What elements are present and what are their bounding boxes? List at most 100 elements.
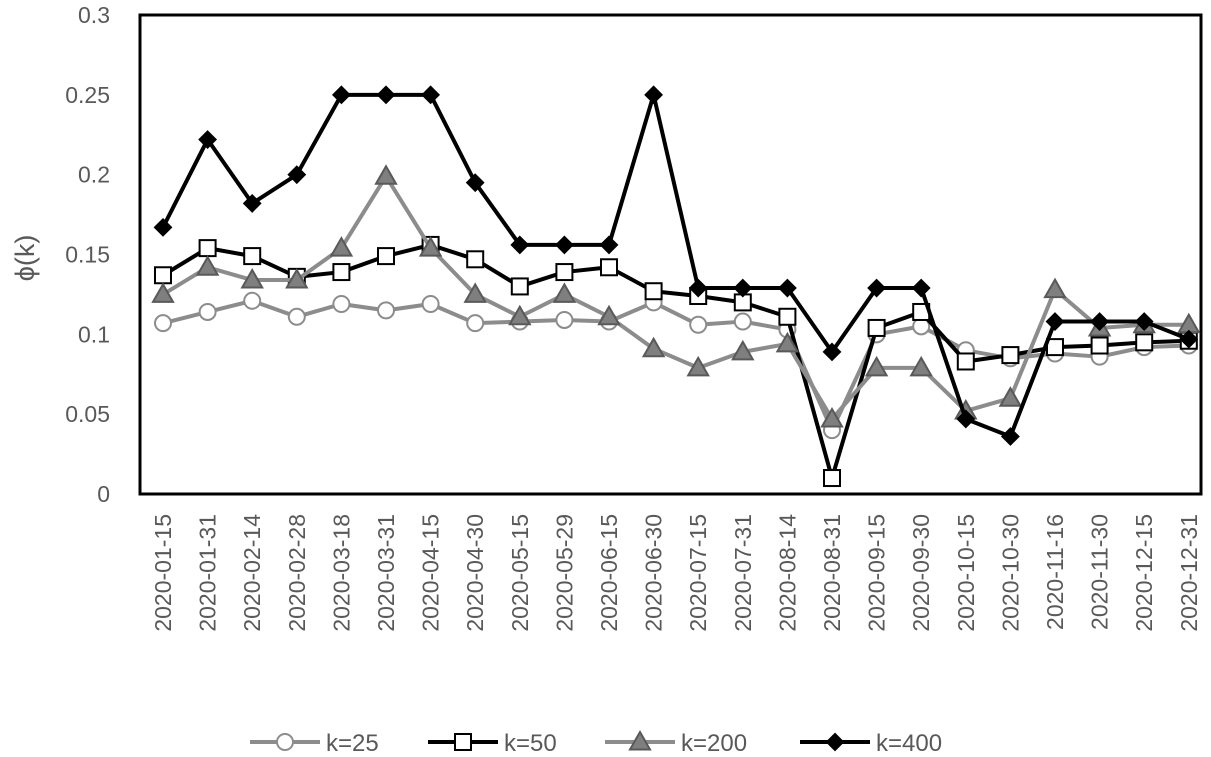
- data-point: [597, 304, 621, 326]
- x-tick-label: 2020-12-15: [1131, 514, 1157, 632]
- data-point: [1000, 427, 1020, 446]
- data-point: [867, 318, 886, 337]
- legend-label: k=25: [326, 730, 379, 757]
- data-point: [956, 352, 975, 371]
- data-point: [508, 304, 532, 326]
- x-tick-label: 2020-04-15: [418, 514, 444, 632]
- data-point: [555, 310, 574, 329]
- data-point: [777, 278, 797, 298]
- data-point: [421, 294, 440, 313]
- x-tick-label: 2020-07-15: [685, 514, 711, 632]
- y-tick-label: 0.15: [65, 242, 110, 268]
- series-layer: [151, 85, 1201, 488]
- x-tick-label: 2020-02-14: [239, 514, 265, 632]
- data-point: [1045, 312, 1065, 331]
- series-k-400: [153, 85, 1199, 446]
- legend-item: k=400: [800, 730, 942, 757]
- data-point: [555, 263, 574, 282]
- legend-marker: [628, 729, 652, 751]
- y-tick-label: 0.1: [78, 321, 110, 347]
- x-tick-label: 2020-11-16: [1042, 514, 1068, 630]
- data-point: [510, 235, 530, 255]
- data-point: [510, 277, 529, 296]
- data-point: [867, 278, 887, 298]
- plot-area: [138, 13, 1203, 496]
- x-tick-label: 2020-03-18: [328, 514, 354, 632]
- x-tick-label: 2020-12-31: [1176, 514, 1202, 632]
- data-point: [731, 339, 755, 361]
- data-point: [956, 409, 976, 429]
- data-point: [377, 247, 395, 266]
- data-point: [466, 250, 485, 269]
- data-point: [198, 239, 217, 258]
- data-point: [823, 469, 841, 488]
- data-point: [689, 315, 708, 334]
- data-point: [1043, 277, 1067, 299]
- data-point: [154, 266, 172, 285]
- legend-item: k=50: [428, 730, 557, 757]
- data-point: [198, 130, 218, 149]
- legend-item: k=25: [250, 730, 379, 757]
- data-point: [822, 342, 842, 362]
- data-point: [377, 301, 395, 320]
- data-point: [686, 355, 710, 377]
- data-point: [195, 255, 220, 276]
- data-point: [1090, 336, 1109, 355]
- data-point: [644, 282, 663, 301]
- data-point: [243, 247, 262, 266]
- series-line: [161, 92, 1190, 439]
- data-point: [733, 312, 752, 331]
- data-point: [552, 282, 577, 303]
- x-tick-label: 2020-10-15: [953, 514, 979, 632]
- data-point: [329, 236, 354, 257]
- data-point: [1135, 333, 1154, 352]
- x-tick-label: 2020-04-30: [462, 514, 488, 632]
- data-point: [242, 193, 262, 213]
- data-point: [733, 278, 753, 298]
- x-tick-label: 2020-02-28: [284, 514, 310, 632]
- legend-label: k=50: [504, 730, 557, 757]
- data-point: [285, 268, 309, 289]
- x-tick-label: 2020-09-30: [908, 514, 934, 632]
- data-point: [465, 173, 485, 193]
- data-point: [775, 331, 800, 353]
- y-tick-label: 0.2: [78, 162, 110, 188]
- data-point: [332, 263, 351, 282]
- data-point: [909, 355, 933, 377]
- x-tick-label: 2020-08-14: [774, 514, 800, 632]
- x-tick-label: 2020-10-30: [997, 514, 1023, 632]
- data-point: [1001, 346, 1020, 365]
- legend-item: k=200: [605, 729, 747, 757]
- y-tick-label: 0: [97, 481, 110, 507]
- data-point: [911, 278, 931, 298]
- data-point: [240, 268, 264, 289]
- y-tick-label: 0.3: [78, 2, 110, 28]
- data-point: [599, 235, 619, 255]
- data-point: [374, 164, 398, 185]
- x-tick-label: 2020-06-30: [641, 514, 667, 632]
- x-tick-label: 2020-05-29: [551, 514, 577, 632]
- data-point: [1179, 329, 1199, 349]
- legend-label: k=400: [876, 730, 942, 757]
- data-point: [376, 85, 396, 105]
- x-tick-label: 2020-01-31: [195, 514, 221, 632]
- y-tick-label: 0.05: [65, 401, 110, 427]
- x-tick-label: 2020-09-15: [864, 514, 890, 632]
- y-tick-label: 0.25: [65, 82, 110, 108]
- data-point: [287, 307, 306, 326]
- data-point: [332, 294, 351, 313]
- data-point: [778, 307, 797, 326]
- x-tick-label: 2020-03-31: [373, 514, 399, 632]
- x-tick-label: 2020-05-15: [507, 514, 533, 632]
- data-point: [864, 355, 889, 377]
- data-point: [820, 406, 844, 428]
- legend: k=25 k=50 k=200 k=400: [250, 729, 942, 757]
- data-point: [644, 85, 664, 105]
- data-point: [463, 282, 487, 303]
- x-tick-label: 2020-01-15: [150, 514, 176, 632]
- x-tick-label: 2020-07-31: [730, 514, 756, 632]
- data-point: [466, 314, 485, 333]
- data-point: [421, 85, 441, 105]
- data-point: [688, 278, 708, 298]
- data-point: [998, 386, 1023, 407]
